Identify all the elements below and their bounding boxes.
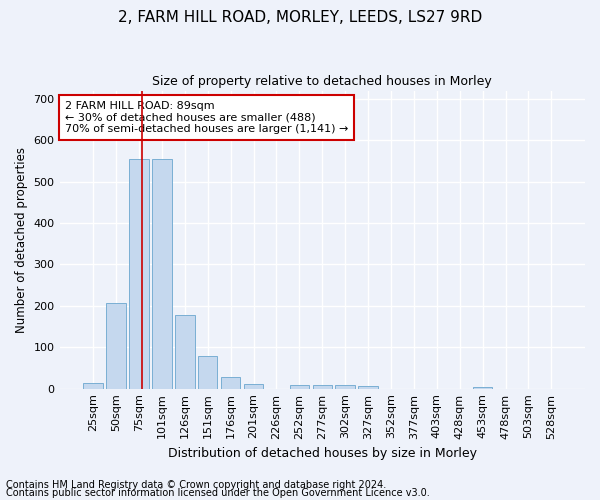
Bar — [198, 356, 217, 388]
Text: 2, FARM HILL ROAD, MORLEY, LEEDS, LS27 9RD: 2, FARM HILL ROAD, MORLEY, LEEDS, LS27 9… — [118, 10, 482, 25]
Bar — [473, 386, 493, 388]
Bar — [175, 315, 194, 388]
Text: Contains public sector information licensed under the Open Government Licence v3: Contains public sector information licen… — [6, 488, 430, 498]
Bar — [358, 386, 378, 388]
Bar — [221, 376, 241, 388]
Bar — [129, 160, 149, 388]
Bar — [152, 160, 172, 388]
Bar — [244, 384, 263, 388]
Text: Contains HM Land Registry data © Crown copyright and database right 2024.: Contains HM Land Registry data © Crown c… — [6, 480, 386, 490]
Title: Size of property relative to detached houses in Morley: Size of property relative to detached ho… — [152, 75, 492, 88]
Y-axis label: Number of detached properties: Number of detached properties — [15, 146, 28, 332]
Bar — [335, 384, 355, 388]
Bar — [106, 303, 126, 388]
Text: 2 FARM HILL ROAD: 89sqm
← 30% of detached houses are smaller (488)
70% of semi-d: 2 FARM HILL ROAD: 89sqm ← 30% of detache… — [65, 101, 348, 134]
Bar — [290, 386, 309, 388]
Bar — [83, 384, 103, 388]
Bar — [313, 384, 332, 388]
X-axis label: Distribution of detached houses by size in Morley: Distribution of detached houses by size … — [168, 447, 477, 460]
